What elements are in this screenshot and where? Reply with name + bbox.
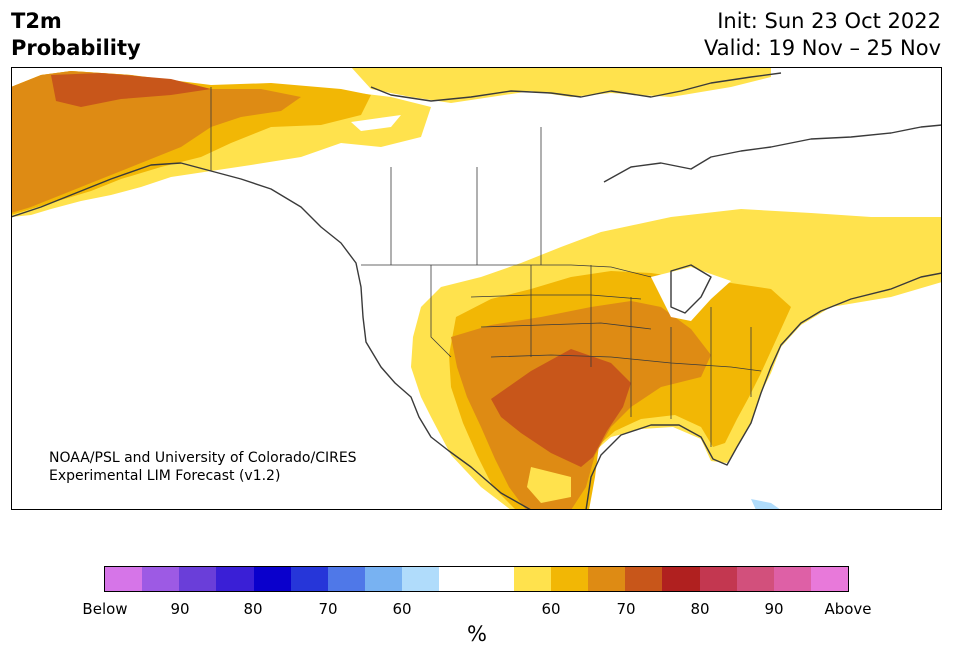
colorbar — [104, 566, 849, 592]
colorbar-tick-label: 60 — [392, 600, 412, 618]
below-normal-patch — [751, 499, 781, 510]
alaska-anomaly-region — [11, 71, 431, 217]
colorbar-swatch — [736, 567, 774, 591]
colorbar-swatch — [513, 567, 551, 591]
colorbar-swatch — [216, 567, 254, 591]
colorbar-swatch — [439, 567, 477, 591]
colorbar-tick-label: 80 — [243, 600, 263, 618]
valid-dates: Valid: 19 Nov – 25 Nov — [704, 36, 941, 60]
colorbar-swatch — [476, 567, 514, 591]
colorbar-swatch — [402, 567, 440, 591]
colorbar-swatch — [625, 567, 663, 591]
colorbar-swatch — [773, 567, 811, 591]
colorbar-swatch — [253, 567, 291, 591]
colorbar-swatch — [142, 567, 180, 591]
colorbar-swatch — [699, 567, 737, 591]
colorbar-tick-label: 80 — [690, 600, 710, 618]
init-date: Init: Sun 23 Oct 2022 — [717, 9, 941, 33]
colorbar-tick-label: 70 — [318, 600, 338, 618]
credit-line-2: Experimental LIM Forecast (v1.2) — [49, 468, 281, 484]
political-borders — [210, 87, 762, 447]
colorbar-tick-label: 90 — [170, 600, 190, 618]
probability-map — [11, 67, 942, 510]
colorbar-unit: % — [467, 622, 487, 646]
colorbar-swatch — [327, 567, 366, 591]
colorbar-swatch — [105, 567, 143, 591]
map-title: T2m Probability — [11, 8, 141, 62]
credit-text: NOAA/PSL and University of Colorado/CIRE… — [49, 449, 357, 485]
us-anomaly-region — [411, 209, 942, 510]
colorbar-tick-label: 90 — [764, 600, 784, 618]
credit-line-1: NOAA/PSL and University of Colorado/CIRE… — [49, 450, 357, 466]
colorbar-tick-label: Above — [824, 600, 872, 618]
variable-label: T2m — [11, 9, 62, 33]
coastlines — [11, 72, 942, 510]
colorbar-swatch — [810, 567, 849, 591]
colorbar-swatch — [365, 567, 403, 591]
metric-label: Probability — [11, 36, 141, 60]
colorbar-swatch — [588, 567, 626, 591]
colorbar-tick-label: 70 — [616, 600, 636, 618]
forecast-dates: Init: Sun 23 Oct 2022 Valid: 19 Nov – 25… — [704, 8, 941, 62]
colorbar-tick-label: Below — [82, 600, 128, 618]
colorbar-swatch — [662, 567, 700, 591]
colorbar-swatch — [550, 567, 589, 591]
colorbar-swatch — [290, 567, 328, 591]
colorbar-tick-label: 60 — [541, 600, 561, 618]
colorbar-swatch — [179, 567, 217, 591]
